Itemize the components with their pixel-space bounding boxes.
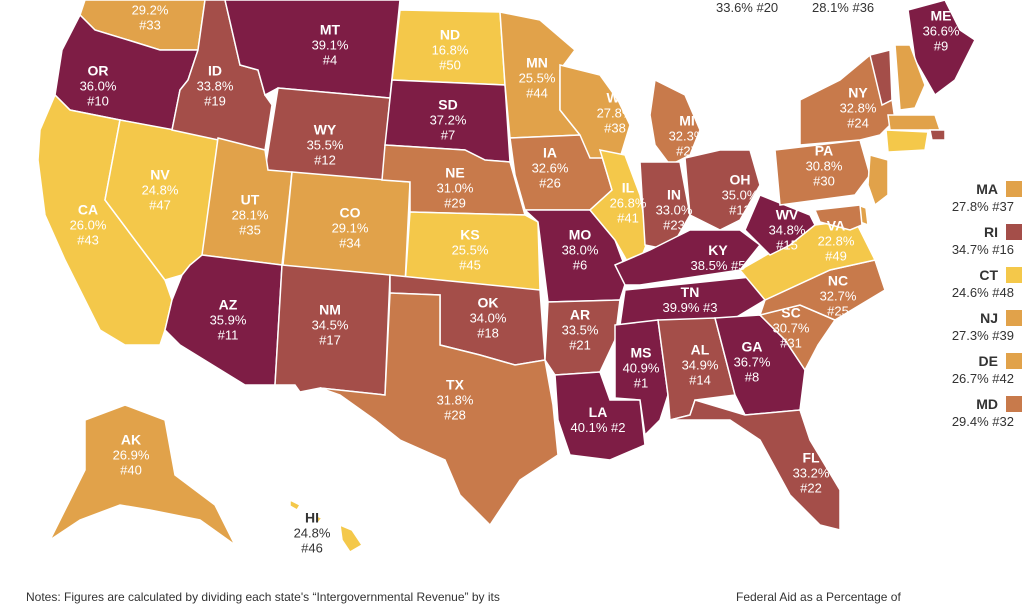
legend-value: 29.4% #32: [951, 414, 1014, 429]
legend-entry-md: MD 29.4% #32: [912, 395, 1022, 431]
legend-entry-de: DE 26.7% #42: [912, 352, 1022, 388]
state-mt: [224, 0, 401, 99]
state-pa: [774, 139, 871, 206]
footer-title: Federal Aid as a Percentage of: [736, 590, 901, 604]
legend-entry-nj: NJ 27.3% #39: [912, 309, 1022, 345]
state-hi: [289, 498, 364, 554]
legend-value: 28.1% #36: [812, 0, 875, 15]
state-mi: [649, 78, 701, 166]
state-tx: [319, 292, 559, 527]
state-oh: [684, 149, 761, 231]
state-ri: [929, 129, 946, 141]
state-ks: [404, 211, 541, 291]
notes-text: Notes: Figures are calculated by dividin…: [26, 590, 500, 604]
legend-entry-vt: 33.6% #20: [716, 0, 778, 15]
state-az: [164, 254, 283, 386]
legend-abbr: MA: [976, 181, 998, 197]
state-wv: [744, 194, 816, 256]
state-nm: [274, 264, 391, 396]
state-fl: [669, 399, 841, 531]
legend-abbr: NJ: [980, 310, 998, 326]
legend-abbr: RI: [984, 224, 998, 240]
legend-value: 26.7% #42: [951, 371, 1014, 386]
legend-entry-ct: CT 24.6% #48: [912, 266, 1022, 302]
state-la: [554, 371, 646, 461]
state-vt: [869, 49, 893, 107]
legend-swatch: [1006, 181, 1022, 197]
legend-value: 24.6% #48: [951, 285, 1014, 300]
legend-entry-ma: MA 27.8% #37: [912, 180, 1022, 216]
state-ct: [885, 129, 929, 153]
legend-swatch: [1006, 310, 1022, 326]
legend-swatch: [1006, 224, 1022, 240]
state-nh: [894, 44, 926, 111]
legend-entry-nh: 28.1% #36: [812, 0, 874, 15]
state-nj: [867, 154, 889, 207]
legend-swatch: [1006, 396, 1022, 412]
legend-value: 34.7% #16: [951, 242, 1014, 257]
state-in: [639, 161, 691, 251]
legend-value: 27.3% #39: [951, 328, 1014, 343]
legend-entry-ri: RI 34.7% #16: [912, 223, 1022, 259]
state-md: [813, 204, 863, 231]
state-ar: [544, 299, 621, 376]
state-nd: [391, 9, 506, 86]
legend-swatch: [1006, 353, 1022, 369]
state-ma: [887, 114, 942, 131]
legend-value: 33.6% #20: [716, 0, 779, 15]
state-ak: [48, 404, 236, 546]
legend-swatch: [1006, 267, 1022, 283]
legend-abbr: DE: [978, 353, 998, 369]
legend-abbr: MD: [976, 396, 998, 412]
legend-value: 27.8% #37: [951, 199, 1014, 214]
legend-abbr: CT: [979, 267, 998, 283]
state-wy: [264, 87, 391, 186]
